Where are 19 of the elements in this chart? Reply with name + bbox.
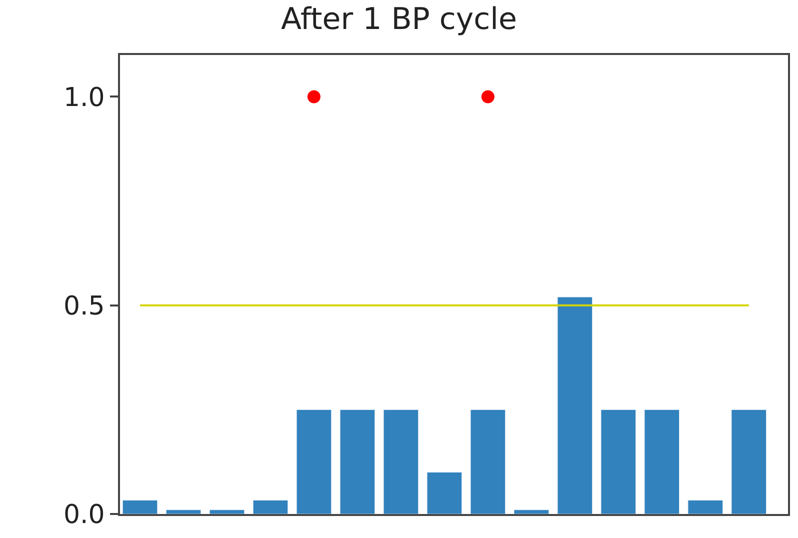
bar bbox=[340, 409, 376, 514]
bar bbox=[296, 409, 332, 514]
bar bbox=[600, 409, 636, 514]
bar bbox=[166, 510, 202, 514]
bar bbox=[383, 409, 419, 514]
bar bbox=[122, 500, 158, 514]
y-tick-label: 1.0 bbox=[63, 82, 105, 113]
bar bbox=[209, 510, 245, 514]
bar bbox=[470, 409, 506, 514]
bar bbox=[514, 510, 550, 514]
y-tick-label: 0.0 bbox=[63, 500, 105, 530]
bar bbox=[557, 296, 593, 514]
bar bbox=[731, 409, 767, 514]
bar bbox=[426, 472, 462, 514]
y-tick-label: 0.5 bbox=[63, 291, 105, 322]
chart-title: After 1 BP cycle bbox=[281, 2, 517, 38]
bar bbox=[252, 500, 288, 514]
bar bbox=[644, 409, 680, 514]
bar bbox=[688, 500, 724, 514]
